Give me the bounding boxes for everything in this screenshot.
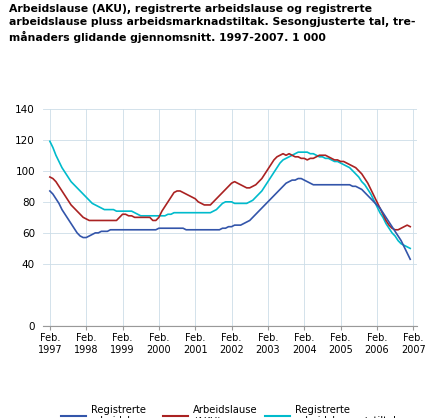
Legend: Registrerte
arbeidslause, Arbeidslause
(AKU), Registrerte
arbeidslause + tiltak: Registrerte arbeidslause, Arbeidslause (… bbox=[57, 400, 403, 418]
Text: Arbeidslause (AKU), registrerte arbeidslause og registrerte
arbeidslause pluss a: Arbeidslause (AKU), registrerte arbeidsl… bbox=[9, 4, 415, 43]
